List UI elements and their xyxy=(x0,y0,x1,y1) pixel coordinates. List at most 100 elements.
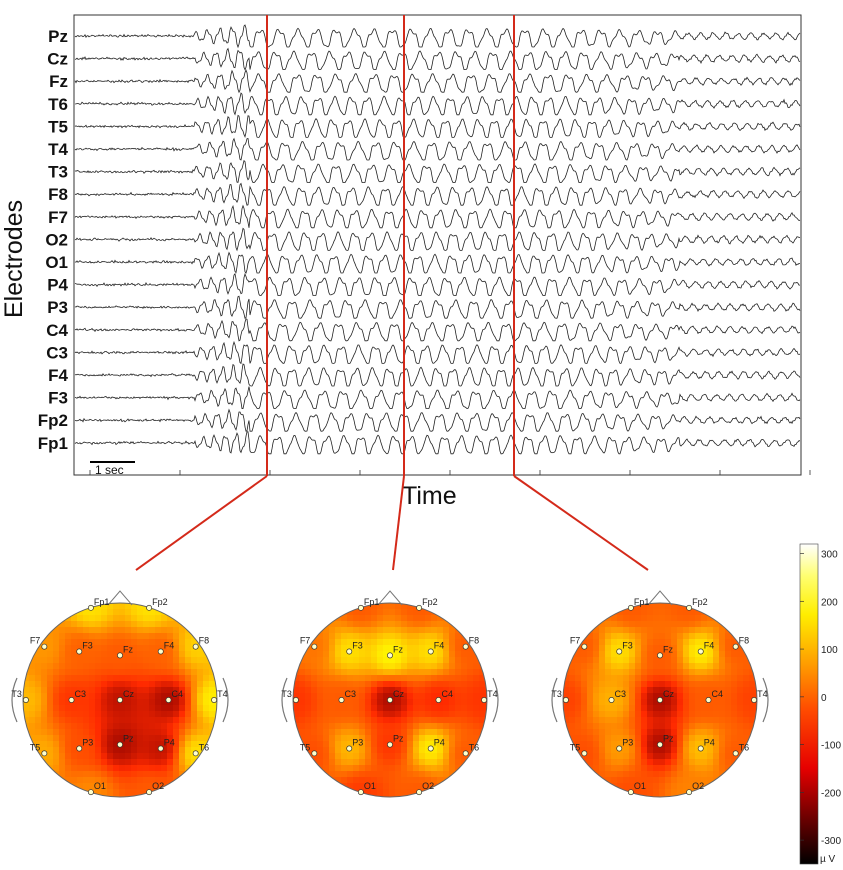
heat-cell xyxy=(383,603,390,610)
heat-cell xyxy=(623,669,630,676)
heat-cell xyxy=(695,771,702,778)
heat-cell xyxy=(473,717,480,724)
heat-cell xyxy=(101,603,108,610)
heat-cell xyxy=(689,663,696,670)
heat-cell xyxy=(707,693,714,700)
heat-cell xyxy=(65,693,72,700)
heat-cell xyxy=(659,699,666,706)
heat-cell xyxy=(143,783,150,790)
heat-cell xyxy=(653,729,660,736)
heat-cell xyxy=(167,633,174,640)
heat-cell xyxy=(107,675,114,682)
heat-cell xyxy=(677,615,684,622)
heat-cell xyxy=(371,609,378,616)
heat-cell xyxy=(407,723,414,730)
electrode-label: F7 xyxy=(300,636,311,646)
heat-cell xyxy=(77,729,84,736)
heat-cell xyxy=(419,645,426,652)
heat-cell xyxy=(425,609,432,616)
electrode-label: Pz xyxy=(663,734,674,744)
heat-cell xyxy=(173,771,180,778)
electrode-dot xyxy=(292,697,299,703)
heat-cell xyxy=(395,633,402,640)
heat-cell xyxy=(65,759,72,766)
heat-cell xyxy=(143,621,150,628)
heat-cell xyxy=(293,717,300,724)
heat-cell xyxy=(665,639,672,646)
heat-cell xyxy=(611,663,618,670)
electrode-label: T4 xyxy=(757,689,768,699)
heat-cell xyxy=(185,681,192,688)
heat-cell xyxy=(737,699,744,706)
heat-cell xyxy=(605,771,612,778)
heat-cell xyxy=(35,741,42,748)
heat-cell xyxy=(641,657,648,664)
heat-cell xyxy=(701,759,708,766)
heat-cell xyxy=(317,705,324,712)
heat-cell xyxy=(407,663,414,670)
heat-cell xyxy=(329,633,336,640)
heat-cell xyxy=(647,651,654,658)
heat-cell xyxy=(431,639,438,646)
heat-cell xyxy=(113,651,120,658)
heat-cell xyxy=(479,675,486,682)
heat-cell xyxy=(89,675,96,682)
heat-cell xyxy=(377,789,384,796)
heat-cell xyxy=(41,651,48,658)
heat-cell xyxy=(323,639,330,646)
heat-cell xyxy=(653,639,660,646)
heat-cell xyxy=(449,639,456,646)
heat-cell xyxy=(473,669,480,676)
heat-cell xyxy=(395,771,402,778)
heat-cell xyxy=(383,669,390,676)
heat-cell xyxy=(455,747,462,754)
electrode-dot xyxy=(627,789,634,796)
heat-cell xyxy=(119,603,126,610)
heat-cell xyxy=(95,615,102,622)
heat-cell xyxy=(623,765,630,772)
heat-cell xyxy=(155,675,162,682)
electrode-dot xyxy=(581,643,588,650)
electrode-dot xyxy=(416,789,423,796)
heat-cell xyxy=(173,711,180,718)
heat-cell xyxy=(179,669,186,676)
heat-cell xyxy=(185,675,192,682)
heat-cell xyxy=(107,633,114,640)
heat-cell xyxy=(635,603,642,610)
heat-cell xyxy=(131,729,138,736)
heat-cell xyxy=(377,717,384,724)
heat-cell xyxy=(713,771,720,778)
heat-cell xyxy=(719,675,726,682)
heat-cell xyxy=(401,759,408,766)
heat-cell xyxy=(323,753,330,760)
heat-cell xyxy=(35,663,42,670)
heat-cell xyxy=(587,729,594,736)
heat-cell xyxy=(677,711,684,718)
heat-cell xyxy=(179,741,186,748)
heat-cell xyxy=(611,627,618,634)
heat-cell xyxy=(701,639,708,646)
heat-cell xyxy=(449,669,456,676)
heat-cell xyxy=(455,717,462,724)
heat-cell xyxy=(689,723,696,730)
heat-cell xyxy=(341,735,348,742)
heat-cell xyxy=(437,633,444,640)
heat-cell xyxy=(401,705,408,712)
heat-cell xyxy=(161,777,168,784)
heat-cell xyxy=(419,711,426,718)
heat-cell xyxy=(41,741,48,748)
heat-cell xyxy=(371,639,378,646)
heat-cell xyxy=(431,765,438,772)
heat-cell xyxy=(653,777,660,784)
heat-cell xyxy=(581,741,588,748)
electrode-label: Cz xyxy=(123,689,134,699)
heat-cell xyxy=(173,657,180,664)
heat-cell xyxy=(677,753,684,760)
heat-cell xyxy=(317,747,324,754)
heat-cell xyxy=(335,663,342,670)
heat-cell xyxy=(653,603,660,610)
electrode-label: T5 xyxy=(30,742,41,752)
heat-cell xyxy=(719,627,726,634)
electrode-dot xyxy=(462,643,469,650)
